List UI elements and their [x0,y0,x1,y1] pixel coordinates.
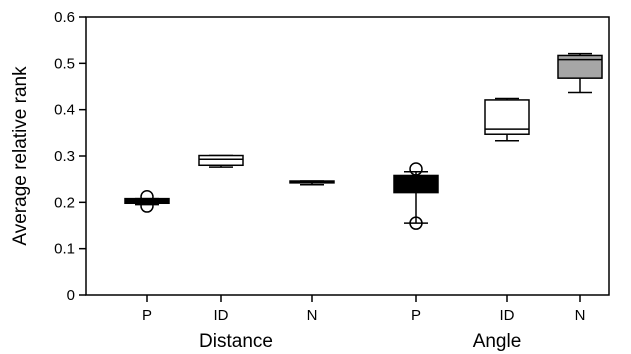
y-tick-label: 0.1 [54,241,75,258]
x-tick-label: ID [500,307,515,324]
outlier-point [409,162,423,176]
y-tick-label: 0.2 [54,194,75,211]
plot-frame [85,16,610,296]
y-tick-label: 0.3 [54,148,75,165]
box-angle-n [557,54,603,79]
y-tick-label: 0.4 [54,102,75,119]
x-tick-label: P [142,307,152,324]
y-axis-title: Average relative rank [10,66,31,246]
y-tick-label: 0.6 [54,9,75,26]
x-tick-label: N [307,307,318,324]
box-angle-p [393,174,439,194]
outlier-point [140,190,154,204]
x-tick-label: ID [214,307,229,324]
y-tick-label: 0 [67,287,75,304]
x-tick-label: N [575,307,586,324]
group-label-distance: Distance [199,331,273,352]
box-distance-id [198,154,244,167]
outlier-point [140,199,154,213]
x-tick-label: P [411,307,421,324]
boxes-layer [124,52,603,230]
plot-border [85,16,610,296]
outlier-point [409,216,423,230]
group-label-angle: Angle [473,331,522,352]
y-tick-label: 0.5 [54,55,75,72]
x-axis: P ID N Distance P ID N Angle [142,295,585,352]
y-axis: 0 0.1 0.2 0.3 0.4 0.5 0.6 [54,9,86,304]
